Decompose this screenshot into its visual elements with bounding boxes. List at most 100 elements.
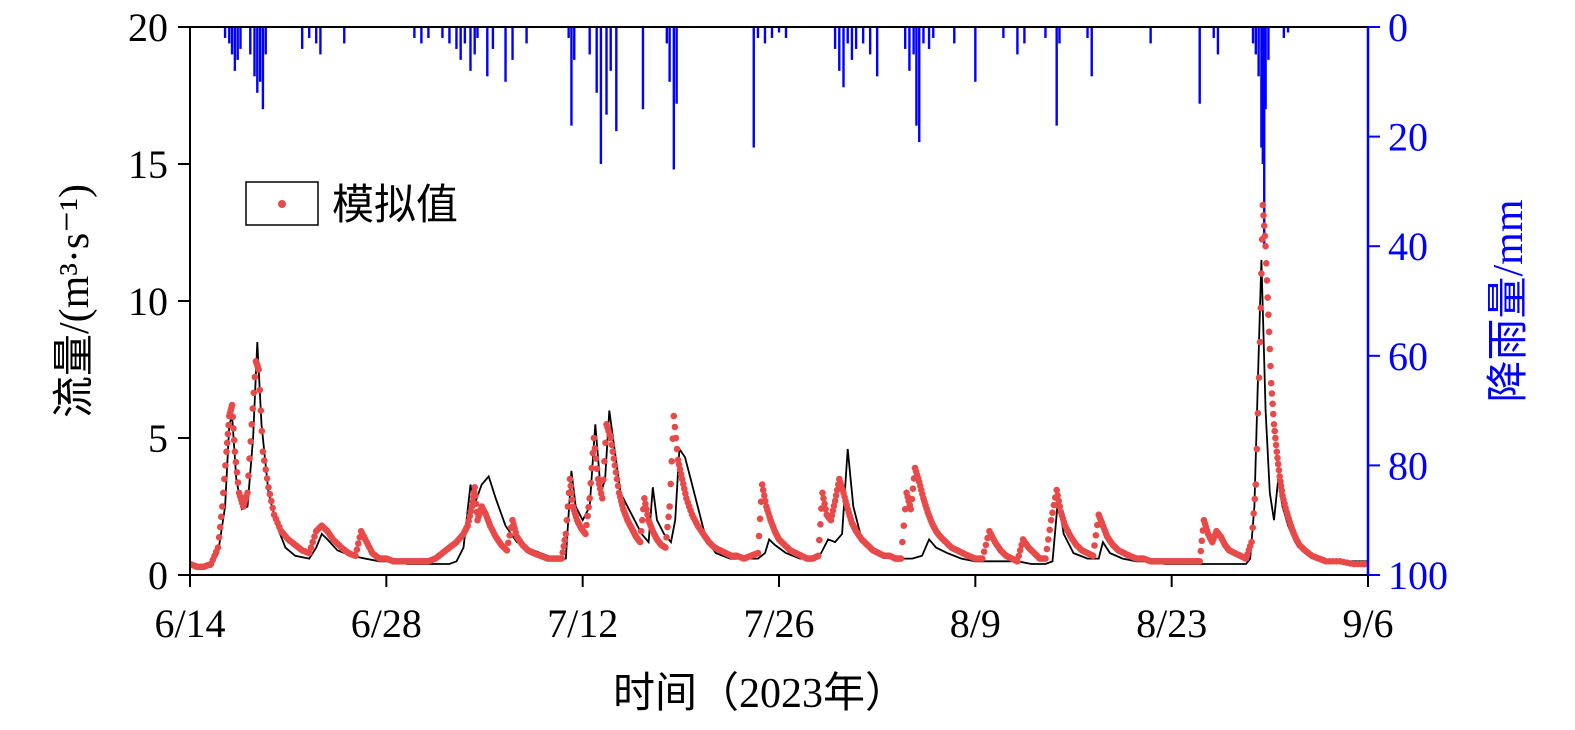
rain-bar-90 xyxy=(1264,27,1267,110)
x-tick-label-0: 6/14 xyxy=(154,601,225,646)
rain-bar-6 xyxy=(249,27,252,55)
sim-point-824 xyxy=(1267,379,1275,387)
sim-point-24 xyxy=(223,448,230,456)
rain-bar-9 xyxy=(258,27,262,82)
y-right-tick-label-2: 40 xyxy=(1388,224,1428,269)
sim-point-804 xyxy=(1252,481,1260,488)
sim-point-337 xyxy=(637,527,645,535)
sim-point-224 xyxy=(503,547,511,554)
sim-point-27 xyxy=(225,421,232,429)
sim-point-834 xyxy=(1274,460,1282,468)
sim-point-63 xyxy=(258,427,266,435)
rain-bar-87 xyxy=(1260,27,1263,148)
rain-bar-89 xyxy=(1263,27,1266,247)
sim-point-20 xyxy=(219,503,226,510)
rain-bar-61 xyxy=(875,27,879,77)
sim-point-315 xyxy=(614,482,622,490)
sim-point-69 xyxy=(266,490,274,498)
rain-bar-21 xyxy=(448,27,451,44)
sim-point-37 xyxy=(232,458,240,466)
sim-point-366 xyxy=(668,458,675,465)
sim-point-302 xyxy=(601,458,608,465)
rain-bar-16 xyxy=(343,27,346,44)
x-tick-label-1: 6/28 xyxy=(351,601,422,646)
rain-bar-74 xyxy=(1023,27,1026,44)
sim-point-360 xyxy=(662,544,669,551)
y-right-tick-label-5: 100 xyxy=(1388,553,1448,598)
sim-point-93 xyxy=(307,544,315,551)
rain-bar-80 xyxy=(1149,27,1152,44)
sim-point-292 xyxy=(590,434,598,442)
sim-point-25 xyxy=(223,439,231,447)
rain-bar-19 xyxy=(427,27,430,38)
rain-bar-1 xyxy=(228,27,231,44)
rain-bar-10 xyxy=(261,27,265,110)
sim-point-26 xyxy=(224,430,232,438)
plot-frame xyxy=(189,26,1369,576)
rain-bar-50 xyxy=(770,27,774,38)
x-axis-ticks: 6/14 6/28 7/12 7/26 8/9 8/23 9/6 xyxy=(154,575,1394,646)
sim-point-552 xyxy=(907,505,915,513)
sim-point-653 xyxy=(1043,545,1051,553)
sim-point-16 xyxy=(214,544,222,551)
sim-point-34 xyxy=(230,425,237,432)
rain-bar-79 xyxy=(1090,27,1093,77)
rain-bar-85 xyxy=(1254,27,1258,55)
sim-point-197 xyxy=(472,492,479,499)
rain-bar-64 xyxy=(912,27,915,55)
sim-point-313 xyxy=(612,469,620,476)
sim-point-36 xyxy=(231,448,239,456)
sim-point-546 xyxy=(900,522,908,529)
y-left-tick-label-4: 20 xyxy=(128,5,168,50)
sim-point-433 xyxy=(759,486,767,494)
rain-bar-44 xyxy=(668,27,671,82)
sim-point-92 xyxy=(305,549,313,557)
observed-flow-line xyxy=(190,259,1368,568)
sim-point-285 xyxy=(583,521,590,529)
rain-bar-66 xyxy=(918,27,921,143)
sim-point-821 xyxy=(1265,328,1273,336)
sim-point-95 xyxy=(311,533,318,540)
y-right-axis-title: 降雨量/mm xyxy=(1486,199,1532,402)
sim-point-483 xyxy=(822,505,829,513)
sim-point-477 xyxy=(816,536,823,544)
x-tick-label-2: 7/12 xyxy=(547,601,618,646)
sim-point-654 xyxy=(1045,536,1052,543)
sim-point-831 xyxy=(1272,441,1280,449)
sim-point-554 xyxy=(909,485,917,493)
rain-bar-25 xyxy=(469,27,472,71)
sim-point-663 xyxy=(1056,503,1064,510)
sim-point-18 xyxy=(216,523,224,531)
rain-bar-67 xyxy=(922,27,925,44)
legend: 模拟值 xyxy=(245,181,458,229)
sim-point-260 xyxy=(558,555,565,562)
sim-point-19 xyxy=(217,513,225,521)
sim-point-23 xyxy=(222,462,229,469)
rain-bar-56 xyxy=(846,27,849,44)
y-right-tick-label-3: 60 xyxy=(1388,334,1428,379)
rain-bar-30 xyxy=(504,27,507,82)
rain-bar-60 xyxy=(868,27,872,55)
sim-point-481 xyxy=(820,495,827,502)
sim-point-310 xyxy=(609,448,617,456)
sim-point-49 xyxy=(245,472,252,480)
sim-point-823 xyxy=(1267,362,1274,370)
sim-point-301 xyxy=(600,476,607,484)
sim-point-268 xyxy=(566,475,574,483)
rain-bar-8 xyxy=(256,27,259,93)
legend-label: 模拟值 xyxy=(332,183,458,229)
sim-point-51 xyxy=(247,438,254,445)
sim-point-294 xyxy=(592,455,600,462)
sim-point-805 xyxy=(1253,445,1261,453)
sim-point-35 xyxy=(230,436,238,444)
sim-point-365 xyxy=(667,480,674,488)
observed-flow-path xyxy=(190,259,1368,568)
rain-bar-76 xyxy=(1055,27,1058,126)
x-tick-label-4: 8/9 xyxy=(950,601,1001,646)
sim-point-287 xyxy=(585,503,592,511)
sim-point-226 xyxy=(506,532,513,539)
sim-point-608 xyxy=(979,555,986,562)
y-right-axis-ticks: 0 20 40 60 80 100 xyxy=(1368,5,1448,598)
rainfall-bars xyxy=(223,27,1290,247)
sim-point-262 xyxy=(560,542,567,550)
